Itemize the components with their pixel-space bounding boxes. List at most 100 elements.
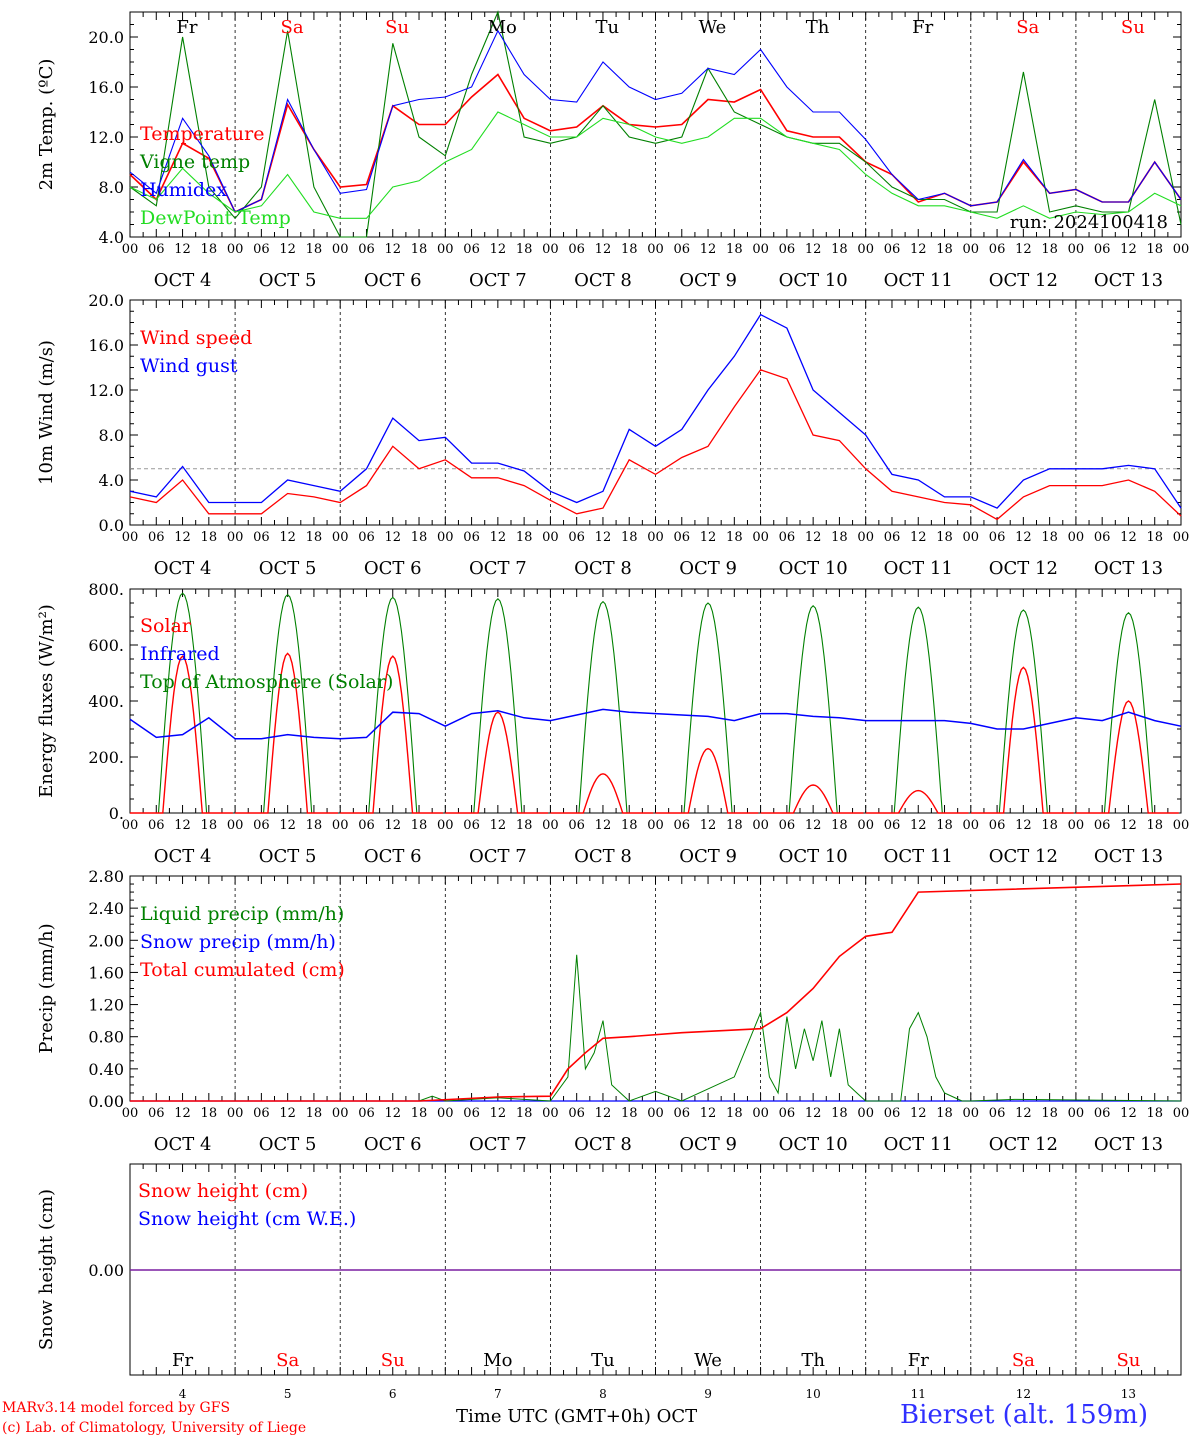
- hour-tick-label: 00: [857, 1106, 874, 1121]
- series-line: [129, 111, 1182, 219]
- hour-tick-label: 12: [700, 818, 717, 833]
- hour-tick-label: 00: [963, 242, 980, 257]
- weekday-label: Sa: [1012, 1350, 1035, 1371]
- hour-tick-label: 12: [1015, 242, 1032, 257]
- hour-tick-label: 06: [253, 818, 270, 833]
- hour-tick-label: 18: [1146, 818, 1163, 833]
- weekday-label: Mo: [483, 1350, 512, 1371]
- hour-tick-label: 12: [174, 1106, 191, 1121]
- y-tick-label: 4.0: [99, 471, 124, 490]
- hour-tick-label: 00: [437, 242, 454, 257]
- weekday-label: Su: [1121, 17, 1145, 38]
- hour-tick-label: 12: [490, 242, 507, 257]
- legend-entry: Top of Atmosphere (Solar): [140, 671, 393, 693]
- series-line: [129, 313, 1182, 509]
- series-line: [130, 883, 1182, 1102]
- weekday-label: Fr: [912, 17, 933, 38]
- hour-tick-label: 18: [1041, 242, 1058, 257]
- hour-tick-label: 06: [884, 818, 901, 833]
- hour-tick-label: 18: [201, 530, 218, 545]
- hour-tick-label: 00: [752, 818, 769, 833]
- hour-tick-label: 06: [674, 1106, 691, 1121]
- solar-day: [235, 652, 338, 814]
- hour-tick-label: 18: [831, 1106, 848, 1121]
- y-tick-label: 0.40: [88, 1060, 124, 1079]
- hour-tick-label: 00: [857, 242, 874, 257]
- hour-tick-label: 06: [358, 818, 375, 833]
- y-tick-label: 20.0: [88, 28, 124, 47]
- hour-tick-label: 12: [279, 242, 296, 257]
- series-line: [130, 954, 1182, 1102]
- hour-tick-label: 06: [568, 818, 585, 833]
- hour-tick-label: 00: [1173, 1106, 1190, 1121]
- date-label: OCT 11: [884, 846, 953, 867]
- day-number-label: 9: [704, 1387, 712, 1401]
- weekday-label: Th: [806, 17, 830, 38]
- hour-tick-label: 18: [516, 818, 533, 833]
- solar-day: [550, 773, 654, 814]
- hour-tick-label: 00: [437, 530, 454, 545]
- hour-tick-label: 18: [1041, 530, 1058, 545]
- hour-tick-label: 18: [1146, 1106, 1163, 1121]
- date-label: OCT 7: [469, 846, 527, 867]
- date-label: OCT 4: [154, 1134, 212, 1155]
- date-label: OCT 13: [1094, 270, 1163, 291]
- hour-tick-label: 00: [647, 818, 664, 833]
- hour-tick-label: 12: [1015, 530, 1032, 545]
- hour-tick-label: 18: [1041, 818, 1058, 833]
- hour-tick-label: 12: [595, 530, 612, 545]
- series-line: [129, 10, 1182, 238]
- weekday-label: Fr: [172, 1350, 193, 1371]
- hour-tick-label: 12: [910, 530, 927, 545]
- hour-tick-label: 06: [463, 242, 480, 257]
- hour-tick-label: 18: [936, 818, 953, 833]
- hour-tick-label: 00: [437, 818, 454, 833]
- hour-tick-label: 12: [279, 1106, 296, 1121]
- date-label: OCT 13: [1094, 846, 1163, 867]
- date-label: OCT 8: [574, 558, 632, 579]
- hour-tick-label: 12: [1015, 818, 1032, 833]
- hour-tick-label: 18: [201, 818, 218, 833]
- weekday-label: Sa: [276, 1350, 299, 1371]
- date-label: OCT 11: [884, 1134, 953, 1155]
- hour-tick-label: 12: [174, 818, 191, 833]
- series-line: [129, 708, 1182, 740]
- hour-tick-label: 18: [621, 242, 638, 257]
- date-label: OCT 4: [154, 558, 212, 579]
- hour-tick-label: 00: [1068, 818, 1085, 833]
- hour-tick-label: 00: [542, 530, 559, 545]
- hour-tick-label: 18: [936, 242, 953, 257]
- hour-tick-label: 12: [805, 1106, 822, 1121]
- day-number-label: 7: [494, 1387, 502, 1401]
- hour-tick-label: 00: [542, 1106, 559, 1121]
- legend-entry: Liquid precip (mm/h): [140, 903, 344, 925]
- hour-tick-label: 18: [1146, 530, 1163, 545]
- weekday-label: Th: [801, 1350, 825, 1371]
- day-number-label: 5: [284, 1387, 292, 1401]
- hour-tick-label: 06: [1094, 818, 1111, 833]
- date-label: OCT 12: [989, 1134, 1058, 1155]
- weekday-label: Tu: [596, 17, 620, 38]
- hour-tick-label: 18: [201, 242, 218, 257]
- hour-tick-label: 00: [752, 530, 769, 545]
- day-number-label: 11: [911, 1387, 926, 1401]
- hour-tick-label: 00: [332, 530, 349, 545]
- hour-tick-label: 18: [516, 242, 533, 257]
- y-tick-label: 8.0: [99, 426, 124, 445]
- hour-tick-label: 00: [542, 242, 559, 257]
- date-label: OCT 8: [574, 1134, 632, 1155]
- date-label: OCT 10: [779, 846, 848, 867]
- hour-tick-label: 12: [384, 242, 401, 257]
- hour-tick-label: 00: [647, 242, 664, 257]
- hour-tick-label: 06: [148, 1106, 165, 1121]
- day-number-label: 12: [1016, 1387, 1031, 1401]
- hour-tick-label: 00: [963, 818, 980, 833]
- y-tick-label: 600.: [88, 636, 124, 655]
- hour-tick-label: 18: [306, 242, 323, 257]
- weekday-label: Fr: [908, 1350, 929, 1371]
- hour-tick-label: 00: [227, 530, 244, 545]
- date-label: OCT 9: [679, 1134, 737, 1155]
- hour-tick-label: 18: [726, 242, 743, 257]
- y-axis-label: Snow height (cm): [36, 1189, 57, 1350]
